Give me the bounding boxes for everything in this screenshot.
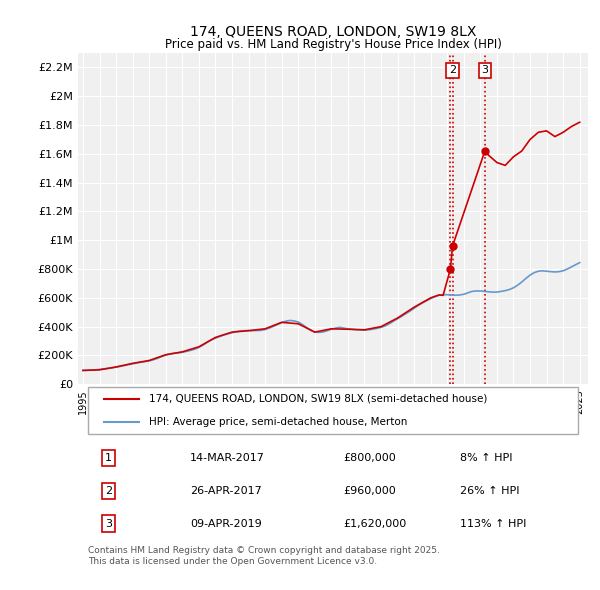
Text: 2: 2 [449, 65, 456, 76]
Text: 09-APR-2019: 09-APR-2019 [190, 519, 262, 529]
Text: 14-MAR-2017: 14-MAR-2017 [190, 453, 265, 463]
Text: Price paid vs. HM Land Registry's House Price Index (HPI): Price paid vs. HM Land Registry's House … [164, 38, 502, 51]
Text: £1,620,000: £1,620,000 [343, 519, 406, 529]
Text: 1: 1 [105, 453, 112, 463]
Text: HPI: Average price, semi-detached house, Merton: HPI: Average price, semi-detached house,… [149, 417, 408, 427]
Text: 174, QUEENS ROAD, LONDON, SW19 8LX: 174, QUEENS ROAD, LONDON, SW19 8LX [190, 25, 476, 40]
Text: 3: 3 [105, 519, 112, 529]
Text: Contains HM Land Registry data © Crown copyright and database right 2025.
This d: Contains HM Land Registry data © Crown c… [88, 546, 440, 566]
Text: 26% ↑ HPI: 26% ↑ HPI [461, 486, 520, 496]
Text: 174, QUEENS ROAD, LONDON, SW19 8LX (semi-detached house): 174, QUEENS ROAD, LONDON, SW19 8LX (semi… [149, 394, 488, 404]
Text: 2: 2 [105, 486, 112, 496]
Text: £800,000: £800,000 [343, 453, 396, 463]
Text: 8% ↑ HPI: 8% ↑ HPI [461, 453, 513, 463]
Text: 3: 3 [481, 65, 488, 76]
Text: 113% ↑ HPI: 113% ↑ HPI [461, 519, 527, 529]
Text: £960,000: £960,000 [343, 486, 396, 496]
Text: 26-APR-2017: 26-APR-2017 [190, 486, 262, 496]
